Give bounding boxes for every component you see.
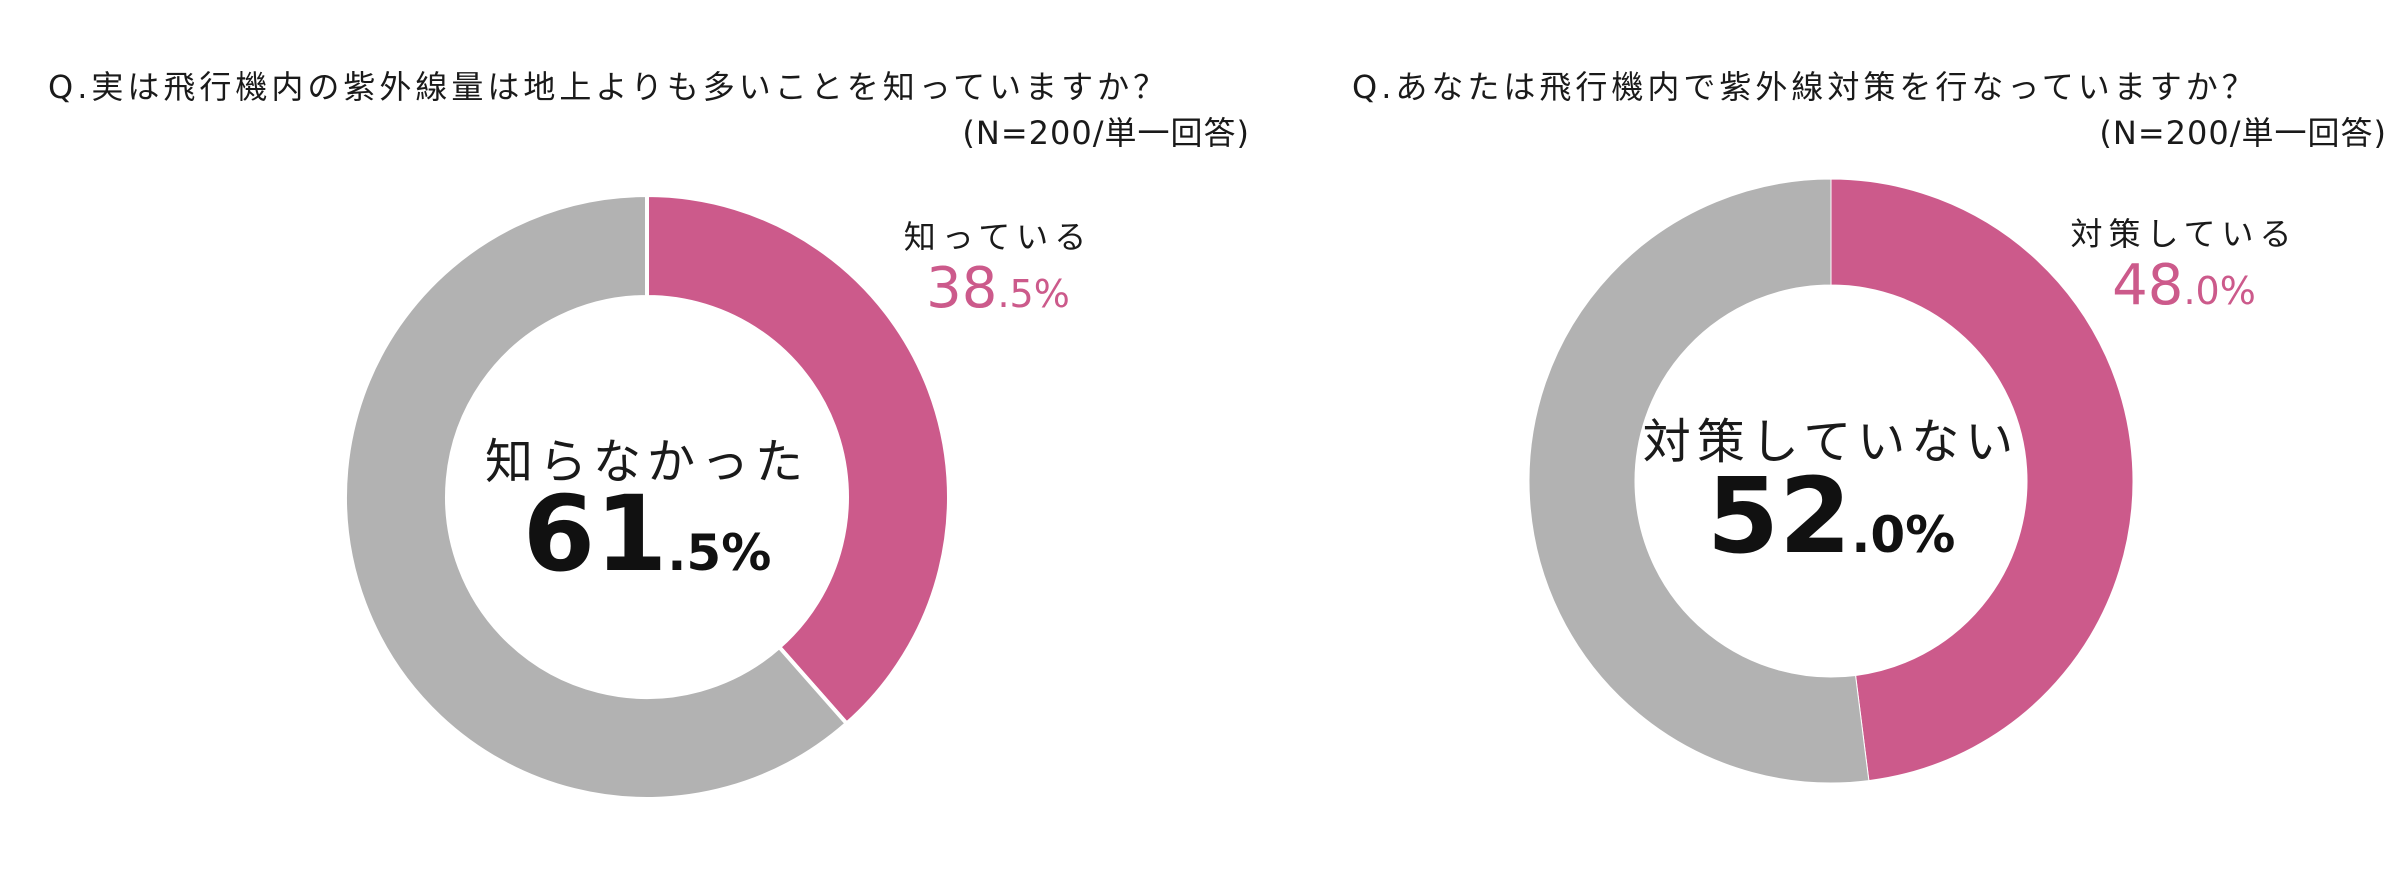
center-slice-value: 61.5%	[523, 473, 772, 595]
outer-slice-value: 38.5%	[926, 256, 1070, 321]
donut-slice	[343, 192, 850, 801]
center-slice-label: 知らなかった	[485, 434, 809, 490]
donut-slice	[1528, 178, 1870, 784]
chart-note: (N=200/単一回答)	[962, 114, 1250, 152]
chart-panel-1: Q.実は飛行機内の紫外線量は地上よりも多いことを知っていますか？ (N=200/…	[48, 68, 1250, 801]
chart-title: Q.実は飛行機内の紫外線量は地上よりも多いことを知っていますか？	[48, 68, 1170, 106]
donut-slice	[645, 192, 951, 727]
outer-slice-label: 知っている	[904, 218, 1092, 256]
chart-note: (N=200/単一回答)	[2099, 114, 2387, 152]
chart-title: Q.あなたは飛行機内で紫外線対策を行なっていますか？	[1352, 68, 2258, 106]
center-slice-value: 52.0%	[1707, 455, 1956, 577]
outer-slice-label: 対策している	[2070, 215, 2297, 253]
donut-slice	[1830, 178, 2134, 782]
center-slice-label: 対策していない	[1643, 414, 2020, 470]
outer-slice-value: 48.0%	[2112, 253, 2256, 318]
chart-panel-2: Q.あなたは飛行機内で紫外線対策を行なっていますか？ (N=200/単一回答) …	[1300, 0, 2405, 874]
